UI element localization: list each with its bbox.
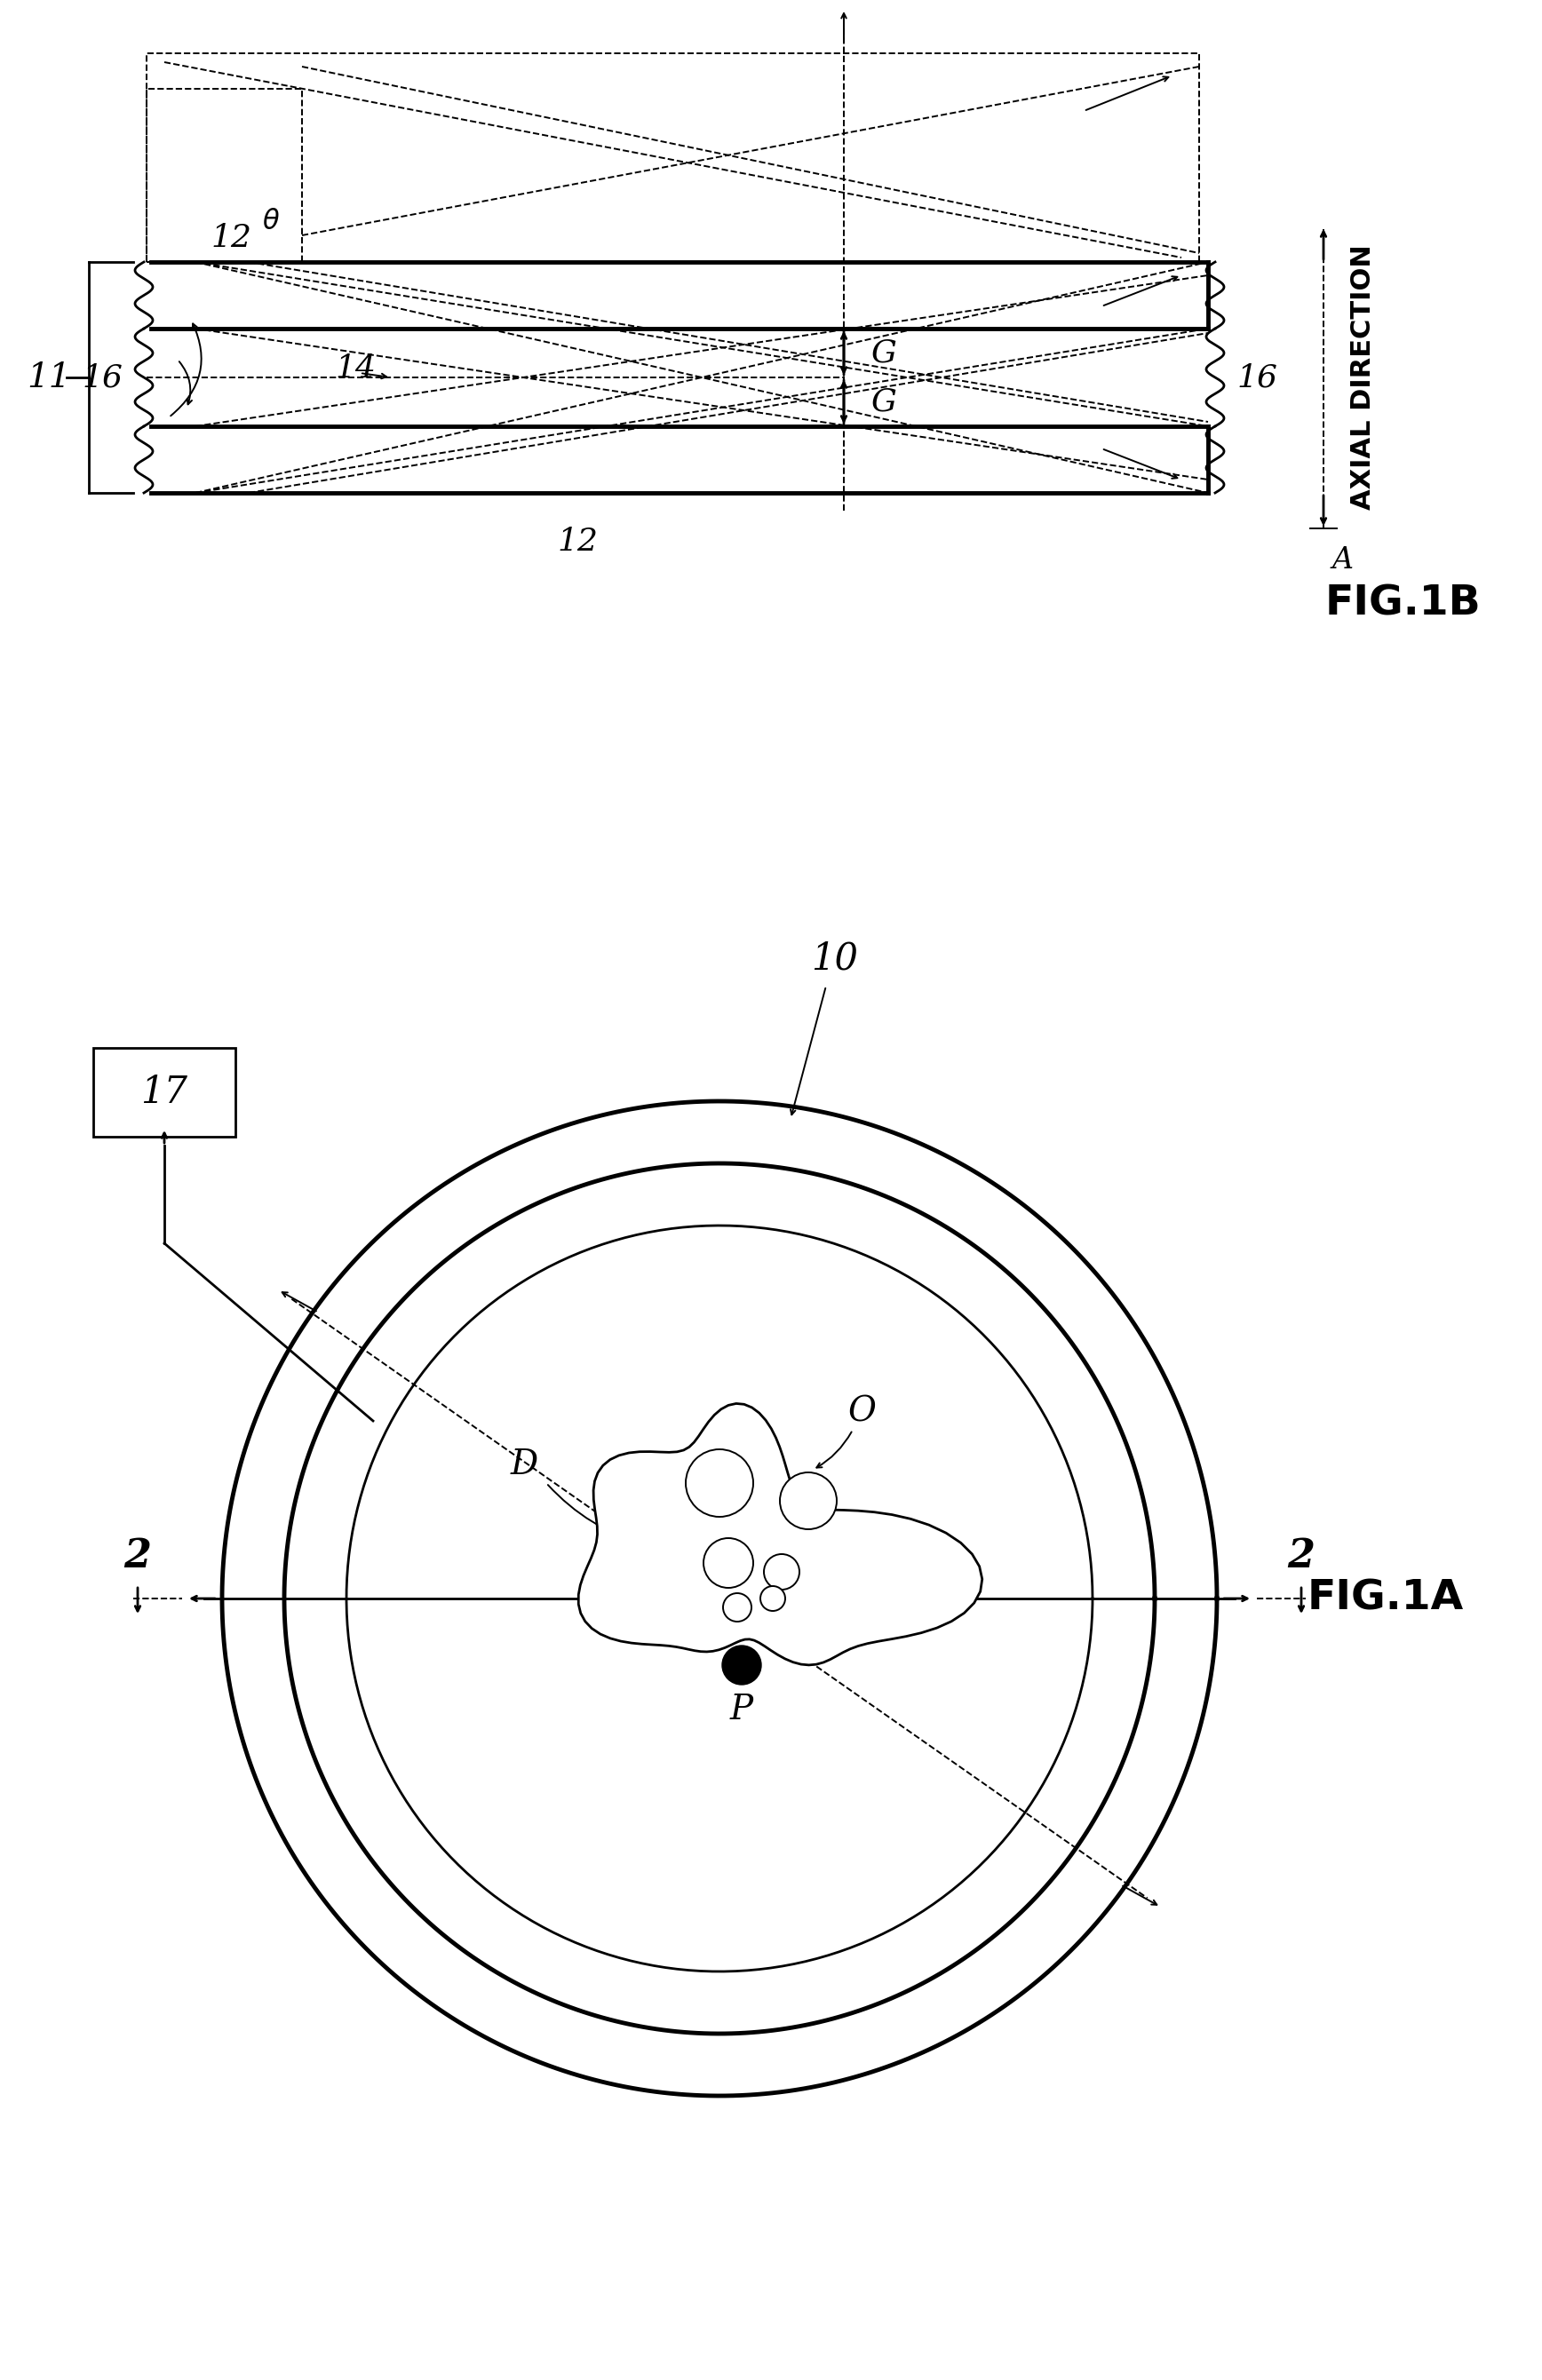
- Text: A: A: [1332, 545, 1354, 574]
- Text: 16: 16: [1237, 362, 1277, 393]
- Text: 14: 14: [335, 355, 376, 383]
- Ellipse shape: [723, 1592, 751, 1621]
- Ellipse shape: [760, 1585, 785, 1611]
- Bar: [146, 88, 302, 262]
- Text: FIG.1B: FIG.1B: [1326, 583, 1482, 624]
- Ellipse shape: [703, 1537, 752, 1587]
- Text: AXIAL DIRECTION: AXIAL DIRECTION: [1351, 245, 1375, 509]
- Text: 2: 2: [1288, 1537, 1315, 1576]
- Text: 17: 17: [140, 1073, 188, 1111]
- Text: 12: 12: [557, 526, 598, 557]
- Text: 2: 2: [123, 1537, 151, 1576]
- Text: O: O: [848, 1395, 876, 1428]
- Ellipse shape: [686, 1449, 752, 1516]
- Ellipse shape: [780, 1473, 837, 1530]
- Circle shape: [722, 1645, 762, 1685]
- Text: P: P: [729, 1692, 754, 1726]
- Text: G: G: [871, 338, 896, 369]
- Text: 11: 11: [26, 362, 71, 393]
- Bar: [146, 52, 1200, 262]
- Text: 16: 16: [82, 362, 122, 393]
- Text: $\theta$: $\theta$: [262, 209, 279, 236]
- Text: G: G: [871, 386, 896, 416]
- Text: 10: 10: [811, 940, 859, 976]
- Text: D: D: [510, 1449, 538, 1483]
- Polygon shape: [578, 1404, 982, 1666]
- Text: 12: 12: [211, 224, 251, 252]
- Ellipse shape: [763, 1554, 799, 1590]
- Bar: [93, 1047, 236, 1138]
- Text: FIG.1A: FIG.1A: [1308, 1578, 1463, 1618]
